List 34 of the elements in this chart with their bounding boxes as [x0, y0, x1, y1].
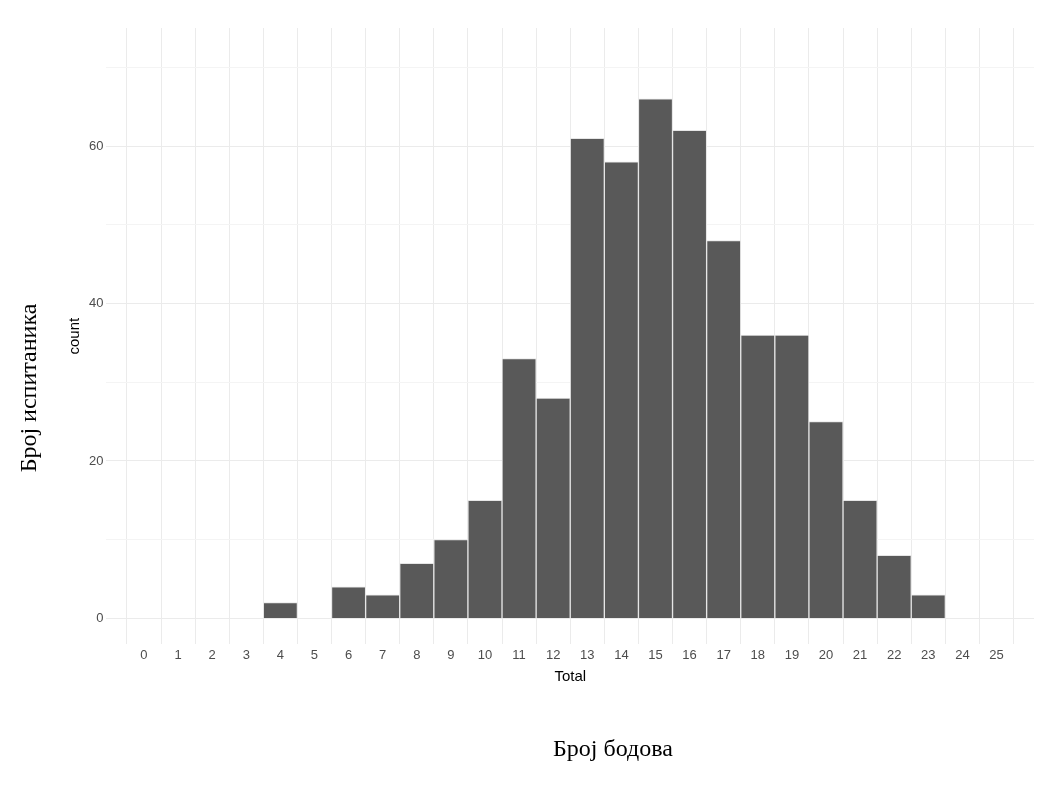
- x-tick-label: 23: [921, 646, 936, 662]
- x-tick-label: 18: [750, 646, 766, 662]
- y-tick-label: 20: [88, 452, 104, 468]
- x-tick-label: 9: [447, 646, 455, 662]
- text: Број бодова: [553, 734, 673, 762]
- y-tick-label: 40: [88, 295, 104, 311]
- x-tick-label: 8: [413, 646, 421, 662]
- x-tick-label: 11: [512, 646, 526, 662]
- x-tick-label: 14: [614, 646, 629, 662]
- x-tick-label: 22: [886, 646, 902, 662]
- x-tick-label: 13: [580, 646, 595, 662]
- x-tick-label: 5: [310, 646, 319, 662]
- x-tick-label: 10: [477, 646, 493, 662]
- x-tick-label: 12: [545, 646, 561, 662]
- y-tick-label: 0: [96, 610, 104, 625]
- x-tick-label: 2: [208, 646, 216, 662]
- x-tick-label: 25: [989, 646, 1004, 662]
- x-tick-label: 19: [784, 646, 800, 662]
- x-tick-label: 17: [716, 646, 731, 662]
- text: Број испитаника: [14, 303, 42, 473]
- y-tick-label: 60: [88, 137, 104, 153]
- x-tick-label: 0: [140, 646, 148, 662]
- x-tick-label: 6: [344, 646, 353, 662]
- x-tick-label: 1: [174, 646, 182, 662]
- x-axis-title: Total: [554, 667, 587, 685]
- x-tick-label: 16: [682, 646, 697, 662]
- x-tick-label: 15: [648, 646, 663, 662]
- x-tick-label: 24: [955, 646, 970, 662]
- y-axis-title: count: [65, 317, 83, 355]
- x-tick-label: 4: [276, 646, 284, 662]
- x-tick-label: 3: [242, 646, 250, 662]
- x-tick-label: 7: [379, 646, 387, 662]
- x-tick-label: 20: [818, 646, 834, 662]
- x-tick-label: 21: [852, 646, 868, 662]
